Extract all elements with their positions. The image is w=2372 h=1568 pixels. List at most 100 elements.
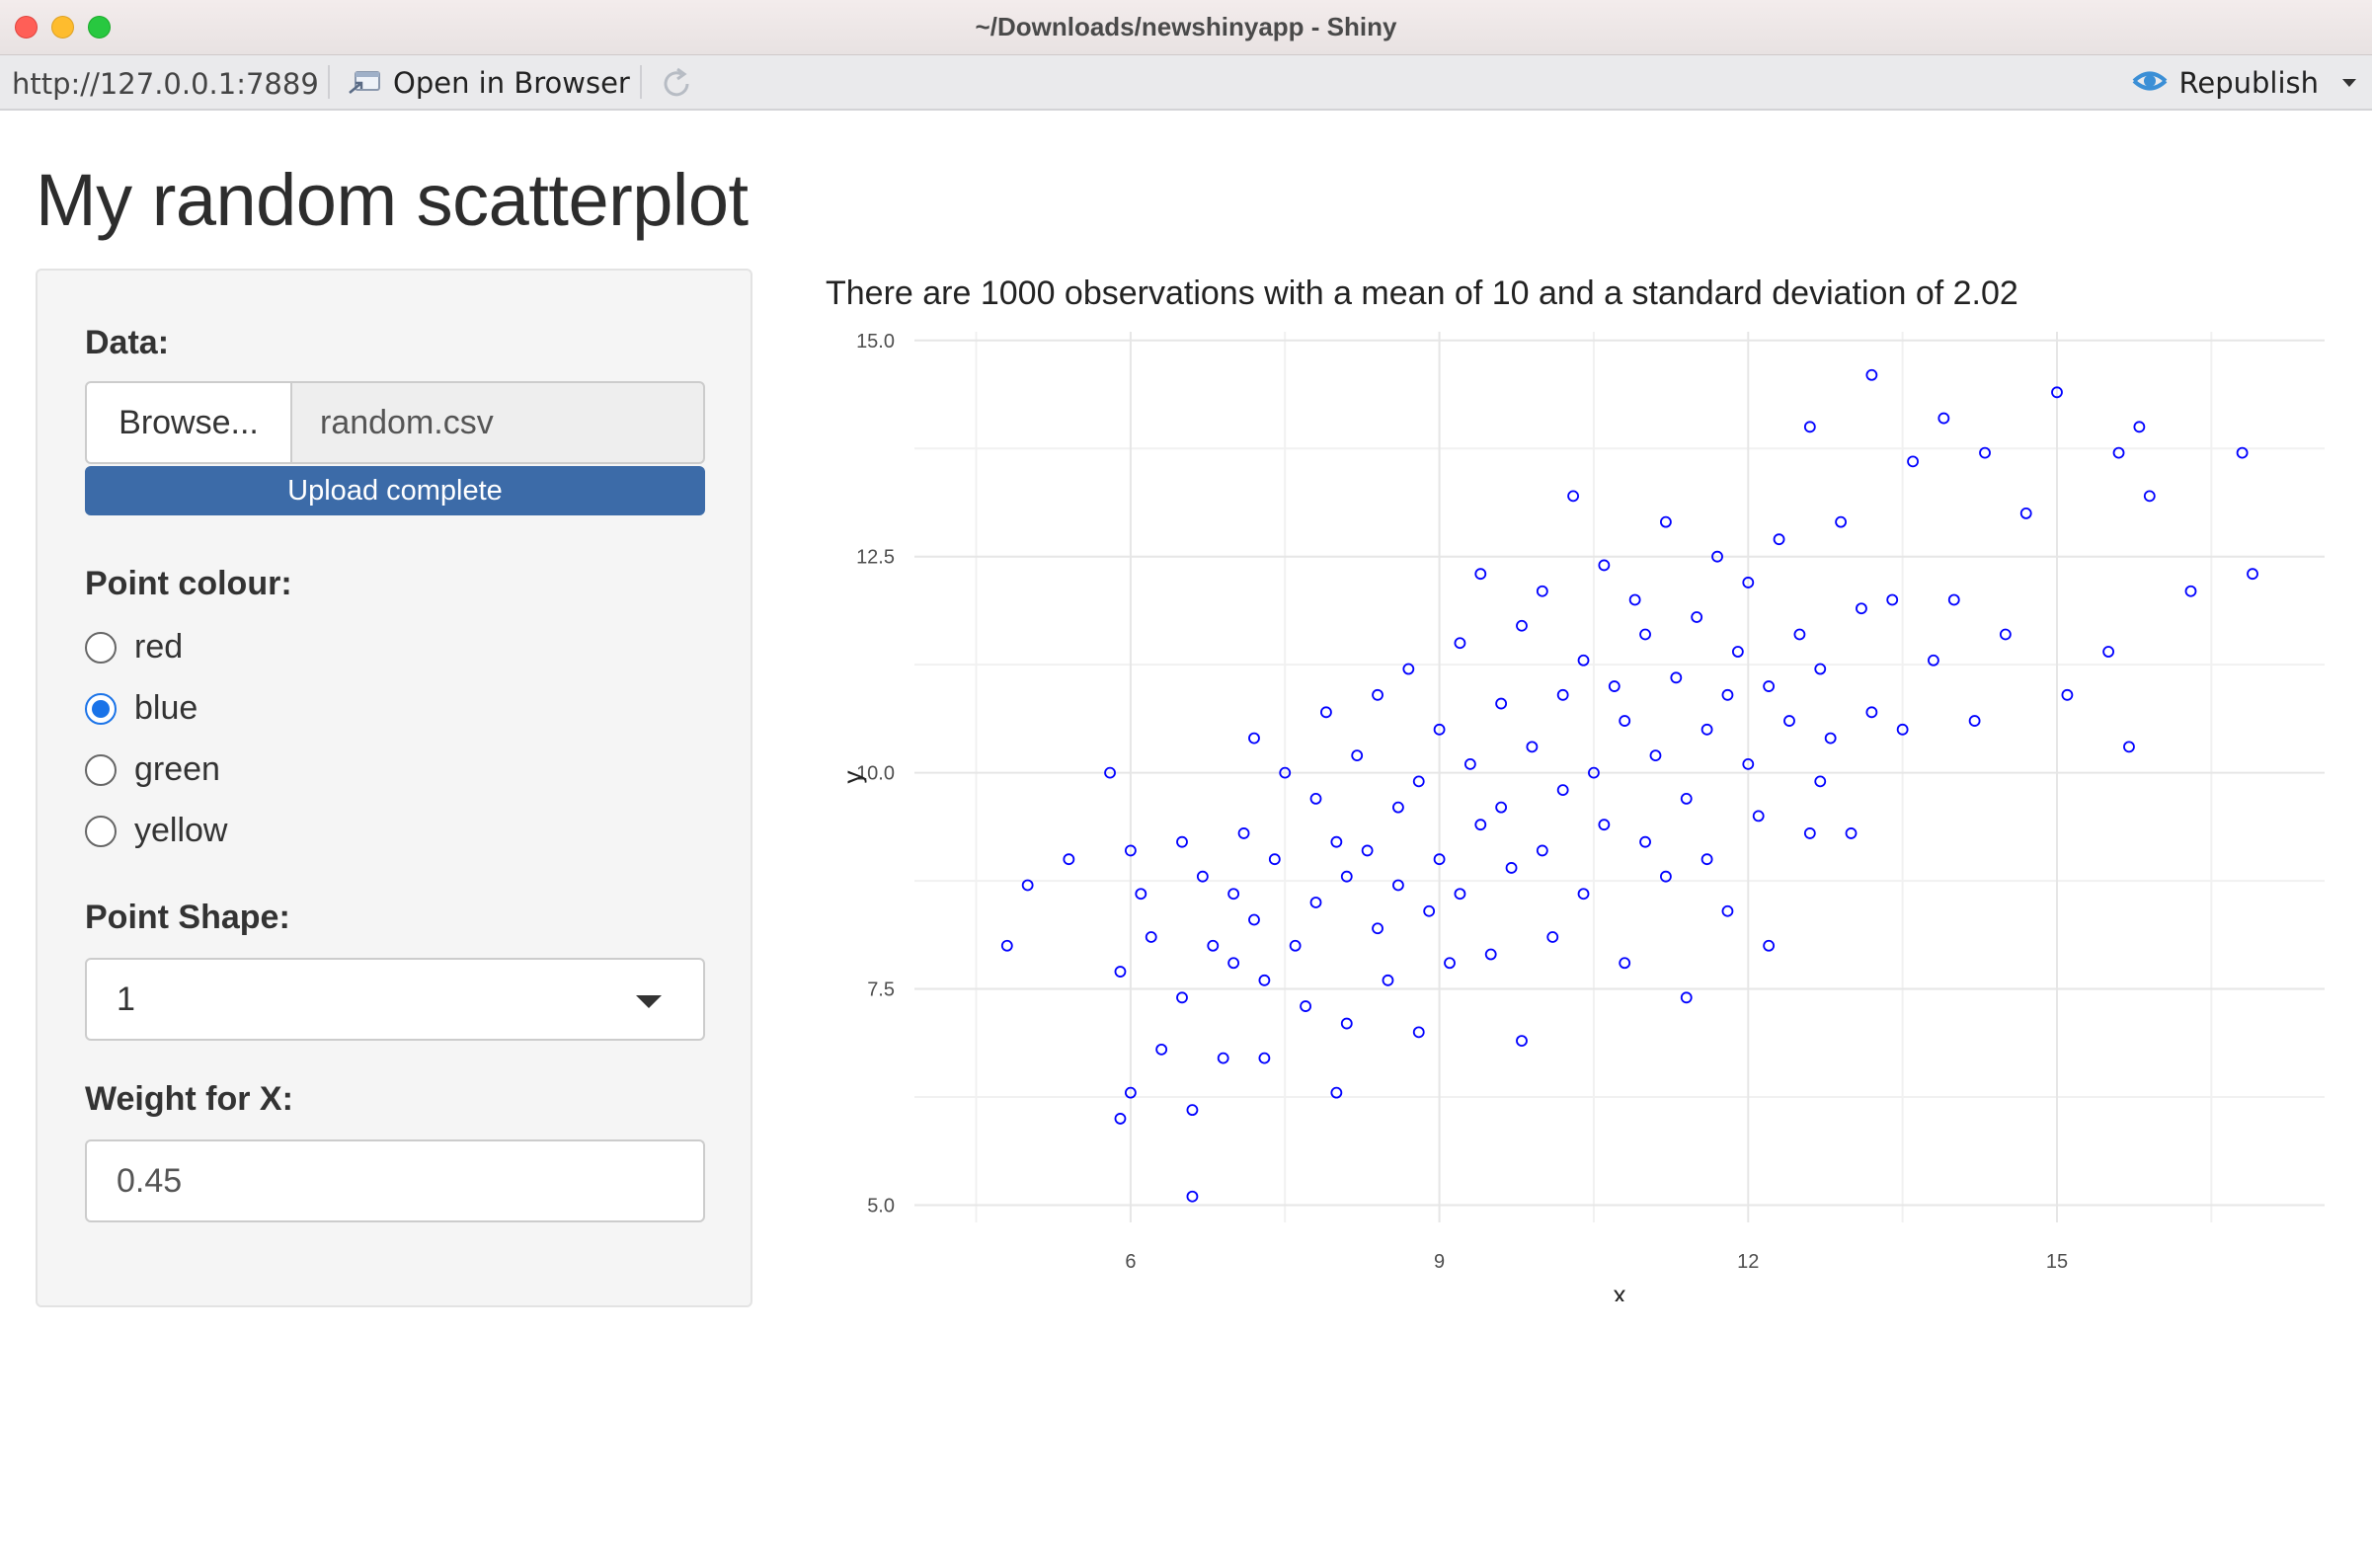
- refresh-icon[interactable]: [658, 65, 695, 103]
- data-point: [1639, 835, 1651, 848]
- data-point: [1979, 446, 1991, 459]
- chevron-down-icon[interactable]: [2342, 79, 2356, 87]
- data-point: [2051, 386, 2063, 399]
- data-point: [1721, 904, 1734, 917]
- x-tick-label: 15: [2046, 1251, 2068, 1273]
- viewer-toolbar: http://127.0.0.1:7889 Open in Browser Re…: [0, 55, 2372, 111]
- data-point: [1937, 412, 1950, 425]
- page-title: My random scatterplot: [36, 159, 749, 241]
- data-point: [1660, 515, 1672, 528]
- data-point: [1433, 853, 1446, 866]
- data-point: [1721, 688, 1734, 701]
- data-point: [1999, 628, 2012, 641]
- data-point: [1660, 870, 1672, 883]
- republish-button[interactable]: Republish: [2130, 64, 2356, 103]
- radio-label: yellow: [134, 812, 228, 849]
- data-point: [1628, 593, 1641, 606]
- data-point: [1495, 697, 1508, 710]
- data-point: [1351, 749, 1364, 762]
- data-point: [1412, 775, 1425, 788]
- radio-option-yellow[interactable]: yellow: [85, 812, 227, 850]
- radio-button[interactable]: [85, 692, 117, 725]
- radio-option-green[interactable]: green: [85, 750, 220, 789]
- data-point: [2133, 421, 2146, 433]
- data-point: [1556, 784, 1569, 797]
- data-point: [1207, 939, 1220, 952]
- data-point: [1320, 706, 1332, 719]
- scatter-plot: 6 9 12 15 5.0 7.5 10.0 12.5 15.0 x y: [826, 314, 2346, 1309]
- data-point: [2102, 646, 2115, 658]
- data-point: [1000, 939, 1013, 952]
- point-shape-label: Point Shape:: [85, 899, 290, 936]
- radio-button[interactable]: [85, 815, 117, 847]
- x-tick-label: 12: [1737, 1251, 1759, 1273]
- data-point: [1186, 1104, 1199, 1117]
- radio-option-blue[interactable]: blue: [85, 689, 198, 728]
- data-point: [1279, 766, 1292, 779]
- data-point: [1865, 368, 1878, 381]
- data-point: [1463, 757, 1476, 770]
- url-display[interactable]: http://127.0.0.1:7889: [12, 67, 319, 101]
- data-point: [1824, 732, 1837, 745]
- publish-icon: [2130, 64, 2170, 103]
- window-minimize-button[interactable]: [51, 16, 74, 39]
- weight-label: Weight for X:: [85, 1080, 293, 1118]
- open-in-browser-label: Open in Browser: [393, 66, 630, 100]
- data-point: [1803, 421, 1816, 433]
- radio-button[interactable]: [85, 753, 117, 786]
- data-point: [1176, 835, 1188, 848]
- radio-label: blue: [134, 689, 198, 727]
- data-point: [2247, 568, 2258, 581]
- radio-option-red[interactable]: red: [85, 628, 183, 666]
- browse-button[interactable]: Browse...: [85, 381, 292, 464]
- data-point: [1773, 533, 1785, 546]
- upload-progress-bar: Upload complete: [85, 466, 705, 515]
- data-point: [1391, 801, 1404, 814]
- data-point: [1763, 939, 1776, 952]
- data-point: [1742, 577, 1755, 588]
- data-point: [1289, 939, 1302, 952]
- toolbar-divider: [640, 65, 642, 99]
- y-tick-label: 10.0: [856, 763, 895, 785]
- point-colour-label: Point colour:: [85, 565, 292, 602]
- data-point: [1300, 1000, 1311, 1012]
- scatter-plot-svg: 6 9 12 15 5.0 7.5 10.0 12.5 15.0 x y: [837, 331, 2325, 1309]
- data-point: [1835, 515, 1848, 528]
- data-point: [1516, 1035, 1528, 1047]
- window-close-button[interactable]: [15, 16, 38, 39]
- open-in-browser-button[interactable]: Open in Browser: [348, 65, 630, 101]
- data-point: [1372, 922, 1384, 935]
- data-point: [1505, 862, 1518, 874]
- point-shape-select[interactable]: 1: [85, 958, 705, 1041]
- data-point: [1814, 775, 1827, 788]
- data-point: [1567, 490, 1579, 503]
- point-shape-value: 1: [117, 980, 135, 1018]
- data-point: [1217, 1052, 1229, 1064]
- x-tick-label: 6: [1125, 1251, 1136, 1273]
- data-point: [1114, 1113, 1127, 1125]
- data-point: [2019, 508, 2032, 519]
- data-point: [2112, 446, 2125, 459]
- sidebar-panel: Data: Browse... random.csv Upload comple…: [36, 269, 752, 1307]
- data-point: [1947, 593, 1960, 606]
- window-title: ~/Downloads/newshinyapp - Shiny: [975, 12, 1397, 41]
- data-point: [1402, 663, 1415, 675]
- data-point: [1423, 904, 1436, 917]
- data-point: [1196, 870, 1209, 883]
- data-point: [1237, 827, 1250, 839]
- radio-button[interactable]: [85, 631, 117, 664]
- file-input: Browse... random.csv: [85, 381, 705, 464]
- window-maximize-button[interactable]: [88, 16, 111, 39]
- data-point: [2061, 688, 2074, 701]
- data-point: [2184, 585, 2197, 597]
- data-point: [1928, 654, 1939, 666]
- data-point: [1454, 637, 1466, 650]
- radio-label: green: [134, 750, 220, 788]
- weight-input[interactable]: 0.45: [85, 1139, 705, 1222]
- summary-text: There are 1000 observations with a mean …: [826, 274, 2018, 312]
- x-tick-label: 9: [1434, 1251, 1445, 1273]
- data-point: [1268, 853, 1281, 866]
- data-point: [1340, 1017, 1353, 1030]
- data-point: [1783, 715, 1795, 727]
- data-point: [1135, 888, 1147, 901]
